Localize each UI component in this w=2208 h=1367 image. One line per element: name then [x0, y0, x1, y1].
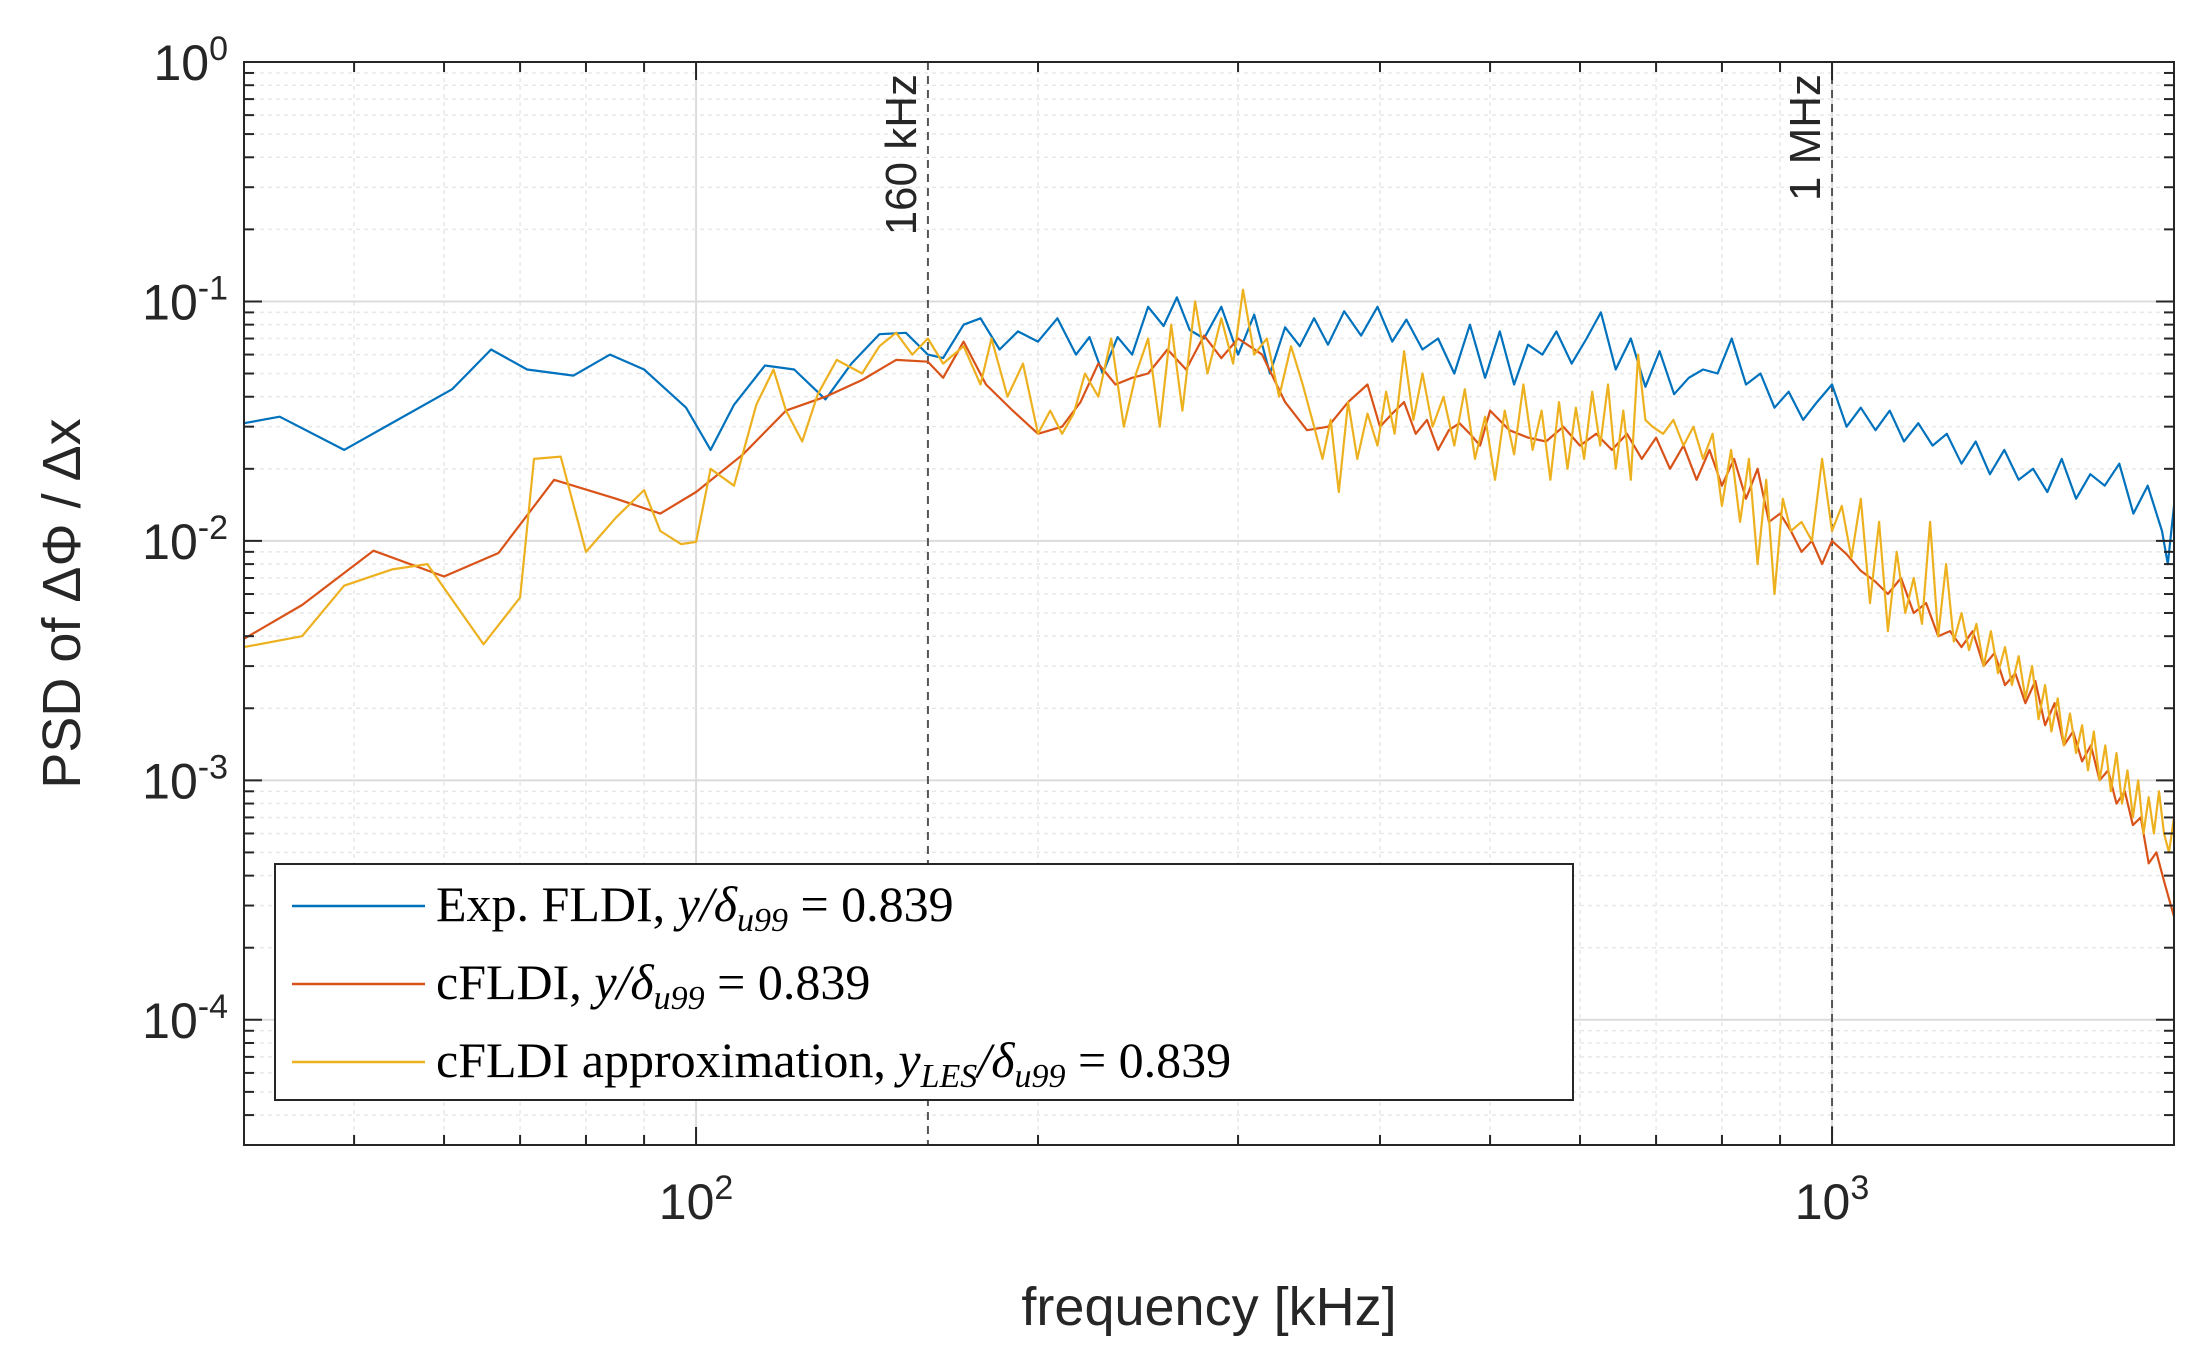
- axes-box: [243, 61, 2175, 1146]
- legend-entry: cFLDI approximation, yLES/δu99 = 0.839: [436, 1032, 1231, 1095]
- series-line-2: [243, 334, 2176, 917]
- reference-line-label: 160 kHz: [877, 74, 926, 235]
- y-tick-label: 10-3: [142, 748, 228, 809]
- y-tick-label: 10-1: [142, 269, 228, 330]
- y-axis-label: PSD of ΔΦ / Δx: [32, 418, 92, 788]
- series-line-3: [243, 288, 2176, 854]
- x-axis-label: frequency [kHz]: [1021, 1277, 1396, 1337]
- legend-entry: Exp. FLDI, y/δu99 = 0.839: [436, 876, 954, 939]
- y-tick-label: 100: [153, 30, 228, 91]
- series-layer: [243, 288, 2176, 917]
- legend: Exp. FLDI, y/δu99 = 0.839 cFLDI, y/δu99 =…: [274, 863, 1574, 1101]
- y-tick-label: 10-4: [142, 988, 228, 1049]
- x-tick-label: 102: [659, 1169, 734, 1230]
- axis-ticks: 102 103 100 10-1 10-2 10-3 10-4: [142, 30, 2175, 1230]
- x-tick-label: 103: [1795, 1169, 1870, 1230]
- legend-entry: cFLDI, y/δu99 = 0.839: [436, 954, 870, 1017]
- series-line-1: [243, 296, 2176, 566]
- legend-box: [274, 863, 1574, 1101]
- y-tick-label: 10-2: [142, 509, 228, 570]
- reference-line-label: 1 MHz: [1781, 74, 1830, 201]
- grid-lines: [243, 61, 2175, 1146]
